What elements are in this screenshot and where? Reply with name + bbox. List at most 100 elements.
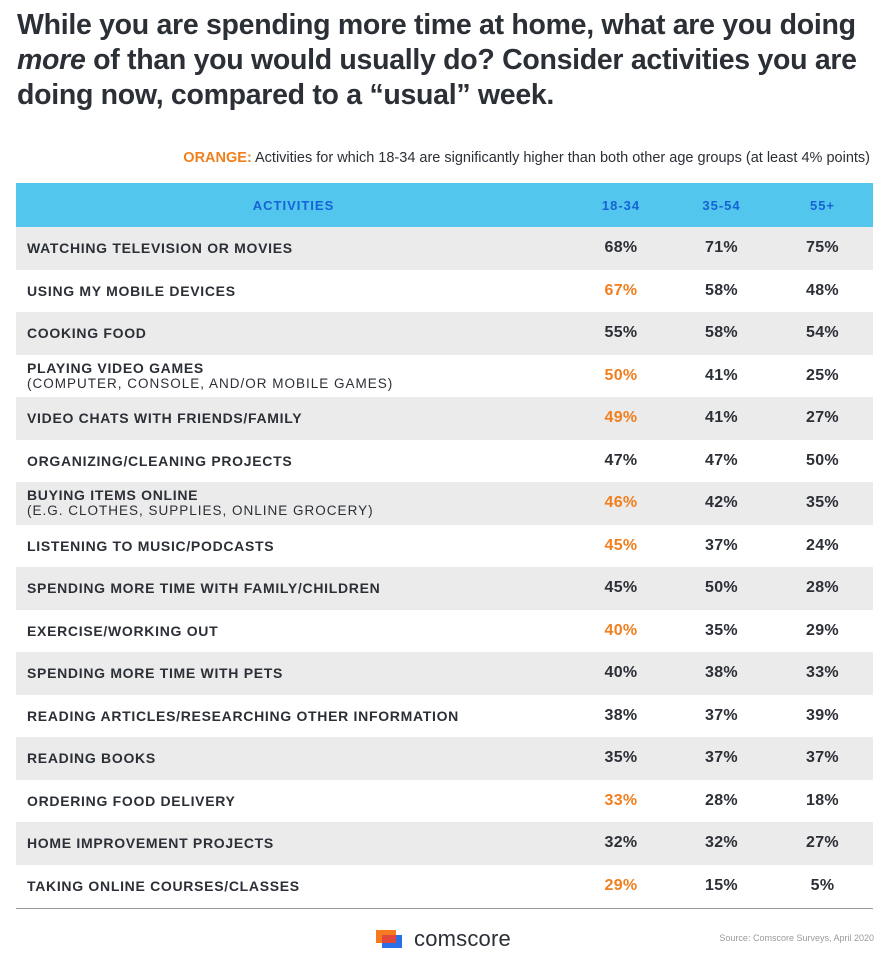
activity-cell: SPENDING MORE TIME WITH PETS xyxy=(16,665,571,681)
table-row: ORDERING FOOD DELIVERY 33% 28% 18% xyxy=(16,780,873,823)
value-55-plus: 27% xyxy=(806,409,839,427)
value-35-54: 58% xyxy=(705,281,738,299)
value-35-54: 32% xyxy=(705,834,738,852)
value-55-plus: 37% xyxy=(806,749,839,767)
value-18-34: 32% xyxy=(604,834,638,852)
table-row: READING ARTICLES/RESEARCHING OTHER INFOR… xyxy=(16,695,873,738)
value-35-54: 41% xyxy=(705,409,738,427)
table-row: VIDEO CHATS WITH FRIENDS/FAMILY 49% 41% 27% xyxy=(16,397,873,440)
value-18-34: 38% xyxy=(604,706,638,724)
value-18-34: 49% xyxy=(604,409,638,427)
value-18-34: 68% xyxy=(604,239,638,257)
activity-cell: SPENDING MORE TIME WITH FAMILY/CHILDREN xyxy=(16,580,571,596)
table-row: PLAYING VIDEO GAMES (COMPUTER, CONSOLE, A… xyxy=(16,355,873,398)
value-35-54: 47% xyxy=(705,451,738,469)
value-35-54: 71% xyxy=(705,239,738,257)
table-row: BUYING ITEMS ONLINE (E.G. CLOTHES, SUPPLI… xyxy=(16,482,873,525)
activity-cell: BUYING ITEMS ONLINE (E.G. CLOTHES, SUPPLI… xyxy=(16,487,571,519)
value-55-plus: 27% xyxy=(806,834,839,852)
value-18-34: 29% xyxy=(604,876,638,894)
activity-label: VIDEO CHATS WITH FRIENDS/FAMILY xyxy=(27,410,303,427)
value-55-plus: 24% xyxy=(806,536,839,554)
activity-label: ORDERING FOOD DELIVERY xyxy=(27,792,236,809)
table-row: READING BOOKS 35% 37% 37% xyxy=(16,737,873,780)
value-55-plus: 54% xyxy=(806,324,839,342)
activity-label: LISTENING TO MUSIC/PODCASTS xyxy=(27,537,275,554)
value-55-plus: 33% xyxy=(806,664,839,682)
table-row: LISTENING TO MUSIC/PODCASTS 45% 37% 24% xyxy=(16,525,873,568)
title-emphasis: more xyxy=(17,44,86,76)
title-text-2: of than you would usually do? Consider a… xyxy=(17,44,857,111)
activity-label: TAKING ONLINE COURSES/CLASSES xyxy=(27,877,300,894)
value-55-plus: 48% xyxy=(806,281,839,299)
activity-cell: ORDERING FOOD DELIVERY xyxy=(16,793,571,809)
table-row: EXERCISE/WORKING OUT 40% 35% 29% xyxy=(16,610,873,653)
value-18-34: 45% xyxy=(604,579,638,597)
table-body: WATCHING TELEVISION OR MOVIES 68% 71% 75% US… xyxy=(16,227,873,907)
value-35-54: 42% xyxy=(705,494,738,512)
value-35-54: 37% xyxy=(705,706,738,724)
value-55-plus: 25% xyxy=(806,366,839,384)
activity-label: HOME IMPROVEMENT PROJECTS xyxy=(27,835,274,852)
value-18-34: 33% xyxy=(604,791,638,809)
value-18-34: 45% xyxy=(604,536,638,554)
comscore-logo: comscore xyxy=(376,926,511,952)
legend-note: ORANGE: Activities for which 18-34 are s… xyxy=(183,150,870,166)
header-35-54: 35-54 xyxy=(702,197,741,213)
legend-note-text: Activities for which 18-34 are significa… xyxy=(251,150,870,166)
legend-note-label: ORANGE: xyxy=(183,150,252,166)
activity-cell: EXERCISE/WORKING OUT xyxy=(16,623,571,639)
activity-label: WATCHING TELEVISION OR MOVIES xyxy=(27,240,293,257)
data-table: ACTIVITIES 18-34 35-54 55+ WATCHING TELE… xyxy=(16,183,873,907)
activity-cell: PLAYING VIDEO GAMES (COMPUTER, CONSOLE, A… xyxy=(16,360,571,392)
value-55-plus: 35% xyxy=(806,494,839,512)
value-35-54: 37% xyxy=(705,536,738,554)
activity-sublabel: (COMPUTER, CONSOLE, AND/OR MOBILE GAMES) xyxy=(27,375,394,391)
value-55-plus: 28% xyxy=(806,579,839,597)
activity-cell: HOME IMPROVEMENT PROJECTS xyxy=(16,835,571,851)
header-18-34: 18-34 xyxy=(601,197,641,213)
activity-label: EXERCISE/WORKING OUT xyxy=(27,622,219,639)
table-row: TAKING ONLINE COURSES/CLASSES 29% 15% 5% xyxy=(16,865,873,908)
value-55-plus: 18% xyxy=(806,791,839,809)
activity-cell: VIDEO CHATS WITH FRIENDS/FAMILY xyxy=(16,410,571,426)
value-55-plus: 5% xyxy=(810,876,835,894)
activity-cell: READING BOOKS xyxy=(16,750,571,766)
activity-label: ORGANIZING/CLEANING PROJECTS xyxy=(27,452,293,469)
value-55-plus: 75% xyxy=(806,239,839,257)
value-18-34: 40% xyxy=(604,664,638,682)
comscore-logo-icon xyxy=(376,928,406,950)
table-row: SPENDING MORE TIME WITH FAMILY/CHILDREN 4… xyxy=(16,567,873,610)
title-text-1: While you are spending more time at home… xyxy=(17,9,856,41)
value-18-34: 47% xyxy=(604,451,638,469)
value-35-54: 38% xyxy=(705,664,738,682)
activity-cell: WATCHING TELEVISION OR MOVIES xyxy=(16,240,571,256)
activity-cell: TAKING ONLINE COURSES/CLASSES xyxy=(16,878,571,894)
table-row: ORGANIZING/CLEANING PROJECTS 47% 47% 50% xyxy=(16,440,873,483)
activity-label: COOKING FOOD xyxy=(27,325,147,342)
value-18-34: 50% xyxy=(604,366,638,384)
table-row: USING MY MOBILE DEVICES 67% 58% 48% xyxy=(16,270,873,313)
source-note: Source: Comscore Surveys, April 2020 xyxy=(719,933,874,943)
activity-cell: USING MY MOBILE DEVICES xyxy=(16,283,571,299)
value-35-54: 41% xyxy=(705,366,738,384)
table-row: WATCHING TELEVISION OR MOVIES 68% 71% 75% xyxy=(16,227,873,270)
activity-cell: LISTENING TO MUSIC/PODCASTS xyxy=(16,538,571,554)
value-35-54: 15% xyxy=(705,876,738,894)
value-35-54: 28% xyxy=(705,791,738,809)
value-18-34: 40% xyxy=(604,621,638,639)
value-55-plus: 39% xyxy=(806,706,839,724)
value-18-34: 55% xyxy=(604,324,638,342)
chart-title: While you are spending more time at home… xyxy=(17,8,877,113)
table-row: SPENDING MORE TIME WITH PETS 40% 38% 33% xyxy=(16,652,873,695)
activity-label: USING MY MOBILE DEVICES xyxy=(27,282,236,299)
activity-label: SPENDING MORE TIME WITH PETS xyxy=(27,665,284,682)
value-18-34: 35% xyxy=(604,749,638,767)
activity-cell: ORGANIZING/CLEANING PROJECTS xyxy=(16,453,571,469)
header-55-plus: 55+ xyxy=(809,197,836,213)
header-activities: ACTIVITIES xyxy=(252,197,335,213)
activity-cell: COOKING FOOD xyxy=(16,325,571,341)
activity-cell: READING ARTICLES/RESEARCHING OTHER INFOR… xyxy=(16,708,571,724)
footer-divider xyxy=(16,908,873,909)
activity-label: BUYING ITEMS ONLINE xyxy=(27,487,199,504)
